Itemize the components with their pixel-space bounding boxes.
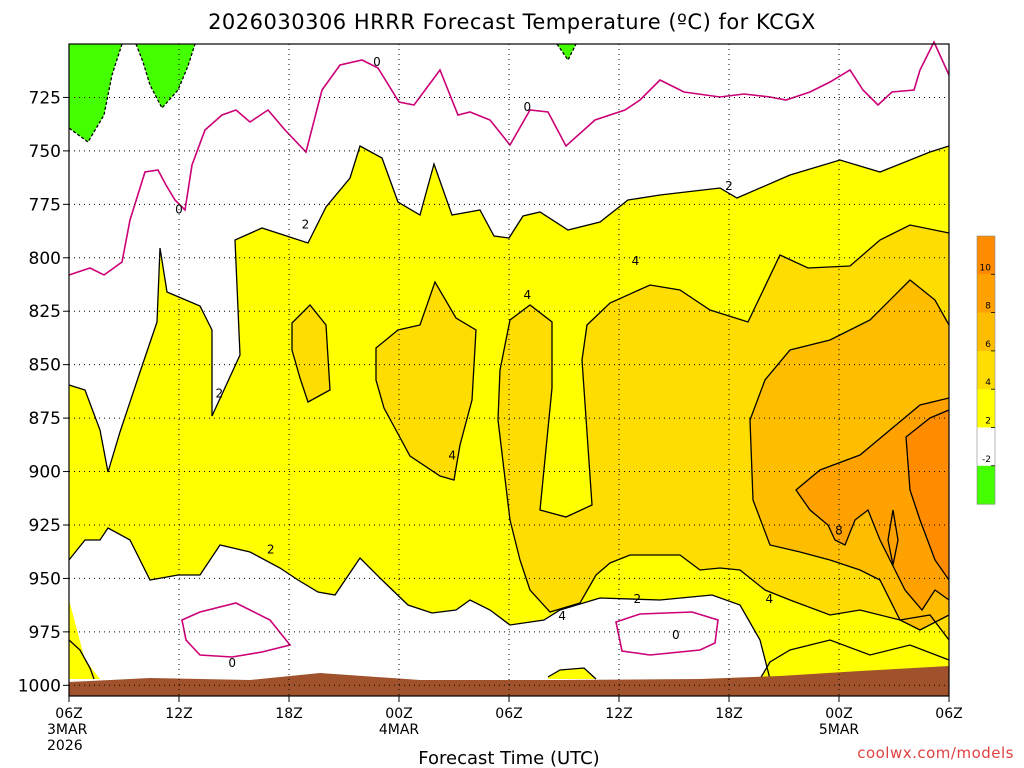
colorbar-swatch bbox=[977, 389, 995, 428]
fill-4-to-6-c1 bbox=[292, 305, 330, 402]
contour-0c-loop-b bbox=[615, 611, 719, 656]
contour-6c bbox=[749, 279, 950, 631]
contour-label: 0 bbox=[672, 628, 680, 642]
fill-le-minus2-c bbox=[557, 44, 576, 60]
contour-label: 8 bbox=[835, 523, 843, 537]
x-tick-label: 06Z bbox=[495, 706, 522, 722]
y-tick-label: 875 bbox=[29, 409, 61, 429]
y-tick-label: 925 bbox=[29, 516, 61, 536]
contour-label: 4 bbox=[632, 254, 640, 268]
contour-4c-c2 bbox=[375, 280, 477, 481]
x-tick-label: 4MAR bbox=[379, 722, 420, 738]
contour-label: 0 bbox=[175, 203, 183, 217]
fill-0-to-2-lower bbox=[69, 528, 770, 679]
contour-4c-main bbox=[497, 224, 950, 641]
y-tick-label: 975 bbox=[29, 623, 61, 643]
x-tick-label: 2026 bbox=[47, 738, 83, 754]
y-tick-label: 725 bbox=[29, 88, 61, 108]
contour-2c-islet bbox=[547, 667, 597, 680]
contour-0c-loop-a bbox=[181, 602, 292, 658]
contour-label: 0 bbox=[373, 55, 381, 69]
fill-0-to-2-bottom-left bbox=[69, 640, 94, 679]
x-tick-label: 06Z bbox=[935, 706, 962, 722]
contour-lines bbox=[68, 43, 950, 680]
temperature-fills bbox=[69, 44, 949, 679]
x-tick-label: 18Z bbox=[275, 706, 302, 722]
x-tick-label: 12Z bbox=[165, 706, 192, 722]
contour-label: 2 bbox=[267, 543, 275, 557]
y-tick-label: 750 bbox=[29, 142, 61, 162]
x-tick-label: 18Z bbox=[715, 706, 742, 722]
fill-le-minus2-b bbox=[136, 44, 195, 108]
x-tick-label: 00Z bbox=[385, 706, 412, 722]
contour-label: 2 bbox=[725, 179, 733, 193]
colorbar-label: 8 bbox=[985, 302, 991, 312]
contour-label: 2 bbox=[634, 592, 642, 606]
contour-neg2c bbox=[68, 43, 577, 143]
colorbar-swatch bbox=[977, 427, 995, 467]
contour-10c bbox=[905, 409, 950, 581]
colorbar-swatch bbox=[977, 274, 995, 314]
colorbar-label: 4 bbox=[985, 378, 991, 388]
contour-label: 4 bbox=[766, 592, 774, 606]
chart-title: 2026030306 HRRR Forecast Temperature (ºC… bbox=[208, 10, 816, 34]
contour-2c-upper bbox=[68, 145, 950, 473]
contour-label: 4 bbox=[524, 288, 532, 302]
colorbar-swatch bbox=[977, 312, 995, 352]
x-tick-label: 00Z bbox=[825, 706, 852, 722]
fill-4-to-6-c2 bbox=[376, 282, 476, 480]
y-tick-label: 825 bbox=[29, 302, 61, 322]
x-tick-label: 5MAR bbox=[819, 722, 860, 738]
contour-label: 2 bbox=[302, 218, 310, 232]
colorbar: 10 8 6 4 2 -2 bbox=[976, 235, 996, 505]
contour-label: 4 bbox=[558, 609, 566, 623]
colorbar-frame bbox=[976, 235, 996, 505]
colorbar-swatch bbox=[977, 350, 995, 390]
contour-2c-bottom-right bbox=[759, 639, 950, 680]
contour-0c-upper bbox=[68, 40, 950, 276]
contour-8c-spike bbox=[887, 509, 899, 566]
colorbar-label: 2 bbox=[985, 417, 991, 427]
colorbar-swatch bbox=[977, 236, 995, 275]
contour-labels: 0 0 0 2 2 2 2 4 4 4 4 2 4 0 0 8 bbox=[175, 55, 843, 670]
contour-label: 0 bbox=[524, 100, 532, 114]
y-tick-label: 850 bbox=[29, 356, 61, 376]
plot-area: 0 0 0 2 2 2 2 4 4 4 4 2 4 0 0 8 bbox=[68, 40, 950, 697]
credit-text: coolwx.com/models bbox=[857, 744, 1014, 762]
contour-label: 2 bbox=[216, 387, 224, 401]
x-tick-label: 12Z bbox=[605, 706, 632, 722]
x-tick-label: 06Z bbox=[55, 706, 82, 722]
contour-label: 0 bbox=[228, 656, 236, 670]
zero-degree-contours bbox=[68, 40, 950, 658]
colorbar-swatch bbox=[977, 465, 995, 505]
x-axis-label: Forecast Time (UTC) bbox=[418, 748, 599, 768]
contour-8c bbox=[795, 397, 950, 612]
contour-label: 4 bbox=[448, 449, 456, 463]
fill-le-minus2-a bbox=[69, 44, 122, 142]
colorbar-label: -2 bbox=[982, 455, 991, 465]
y-axis-ticks: 725 750 775 800 825 850 875 900 925 950 975 1000 bbox=[18, 88, 69, 696]
y-tick-label: 900 bbox=[29, 463, 61, 483]
colorbar-label: 10 bbox=[980, 263, 992, 273]
y-tick-label: 1000 bbox=[18, 676, 61, 696]
y-tick-label: 950 bbox=[29, 569, 61, 589]
gridlines bbox=[69, 44, 949, 696]
y-tick-label: 800 bbox=[29, 249, 61, 269]
fill-ge-10 bbox=[906, 410, 949, 580]
terrain-ground bbox=[69, 666, 949, 696]
y-tick-label: 775 bbox=[29, 195, 61, 215]
contour-2c-lower bbox=[68, 527, 771, 680]
colorbar-label: 6 bbox=[985, 340, 991, 350]
contour-2c-bottom-left bbox=[68, 639, 95, 680]
x-tick-label: 3MAR bbox=[47, 722, 88, 738]
contour-4c-c1 bbox=[291, 304, 331, 403]
